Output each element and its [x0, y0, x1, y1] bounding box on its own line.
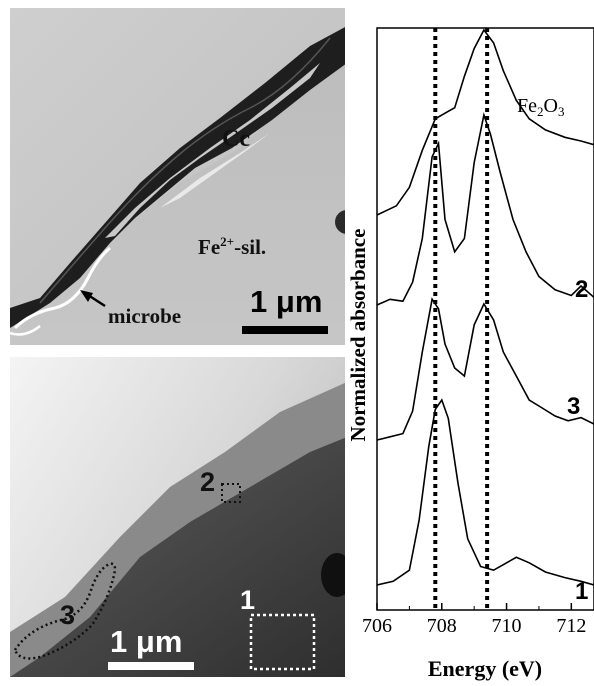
- series-label-3: 3: [567, 393, 581, 420]
- spectrum-1: [376, 398, 594, 586]
- label-fe2o3: Fe2O3: [517, 95, 564, 119]
- x-tick-label-3: 712: [556, 615, 586, 637]
- reference-lines: [433, 28, 490, 610]
- region-label-1: 1: [240, 585, 256, 615]
- label-fe-silicate-main: Fe: [198, 235, 221, 259]
- tem-top-image: [10, 8, 347, 345]
- label-fe2o3-sub2: 3: [558, 104, 565, 119]
- y-axis-label: Normalized absorbance: [346, 229, 370, 442]
- bottom-scale-bar: [108, 662, 194, 670]
- label-fe2o3-o: O: [544, 95, 558, 117]
- region-label-3: 3: [60, 600, 76, 630]
- x-ticks: 706 708 710 712: [362, 603, 586, 637]
- xanes-chart-svg: 706 708 710 712 Normalized absorbance Energ…: [346, 27, 594, 681]
- series-label-2: 2: [575, 276, 589, 303]
- top-scale-bar: [242, 326, 328, 334]
- label-cc: Cc: [222, 126, 250, 152]
- microbe-arrow: [80, 290, 106, 308]
- spectrum-3: [376, 297, 594, 441]
- spectrum-Fe2O3: [376, 28, 594, 216]
- spectra-series: [376, 28, 594, 586]
- label-microbe: microbe: [108, 304, 182, 328]
- top-scale-bar-label: 1 μm: [250, 284, 323, 319]
- stxm-bottom-image: [10, 357, 347, 677]
- xanes-chart: 706 708 710 712 Normalized absorbance Energ…: [345, 0, 594, 686]
- x-axis-label: Energy (eV): [428, 656, 542, 681]
- region-label-2: 2: [200, 467, 216, 497]
- stxm-image-bottom: 2 3 1 1 μm: [10, 357, 347, 677]
- label-fe-silicate-tail: -sil.: [234, 235, 267, 259]
- tem-micrograph-top: Cc Fe2+-sil. microbe 1 μm: [10, 8, 347, 345]
- x-tick-label-2: 710: [492, 615, 522, 637]
- series-label-1: 1: [575, 578, 589, 605]
- x-tick-label-1: 708: [427, 615, 457, 637]
- label-fe-silicate-sup: 2+: [220, 234, 235, 249]
- spectrum-2: [376, 111, 594, 306]
- x-tick-label-0: 706: [362, 615, 392, 637]
- label-fe2o3-fe: Fe: [517, 95, 537, 117]
- bottom-scale-bar-label: 1 μm: [110, 624, 183, 659]
- label-fe2o3-sub1: 2: [537, 104, 544, 119]
- label-fe-silicate: Fe2+-sil.: [198, 234, 266, 260]
